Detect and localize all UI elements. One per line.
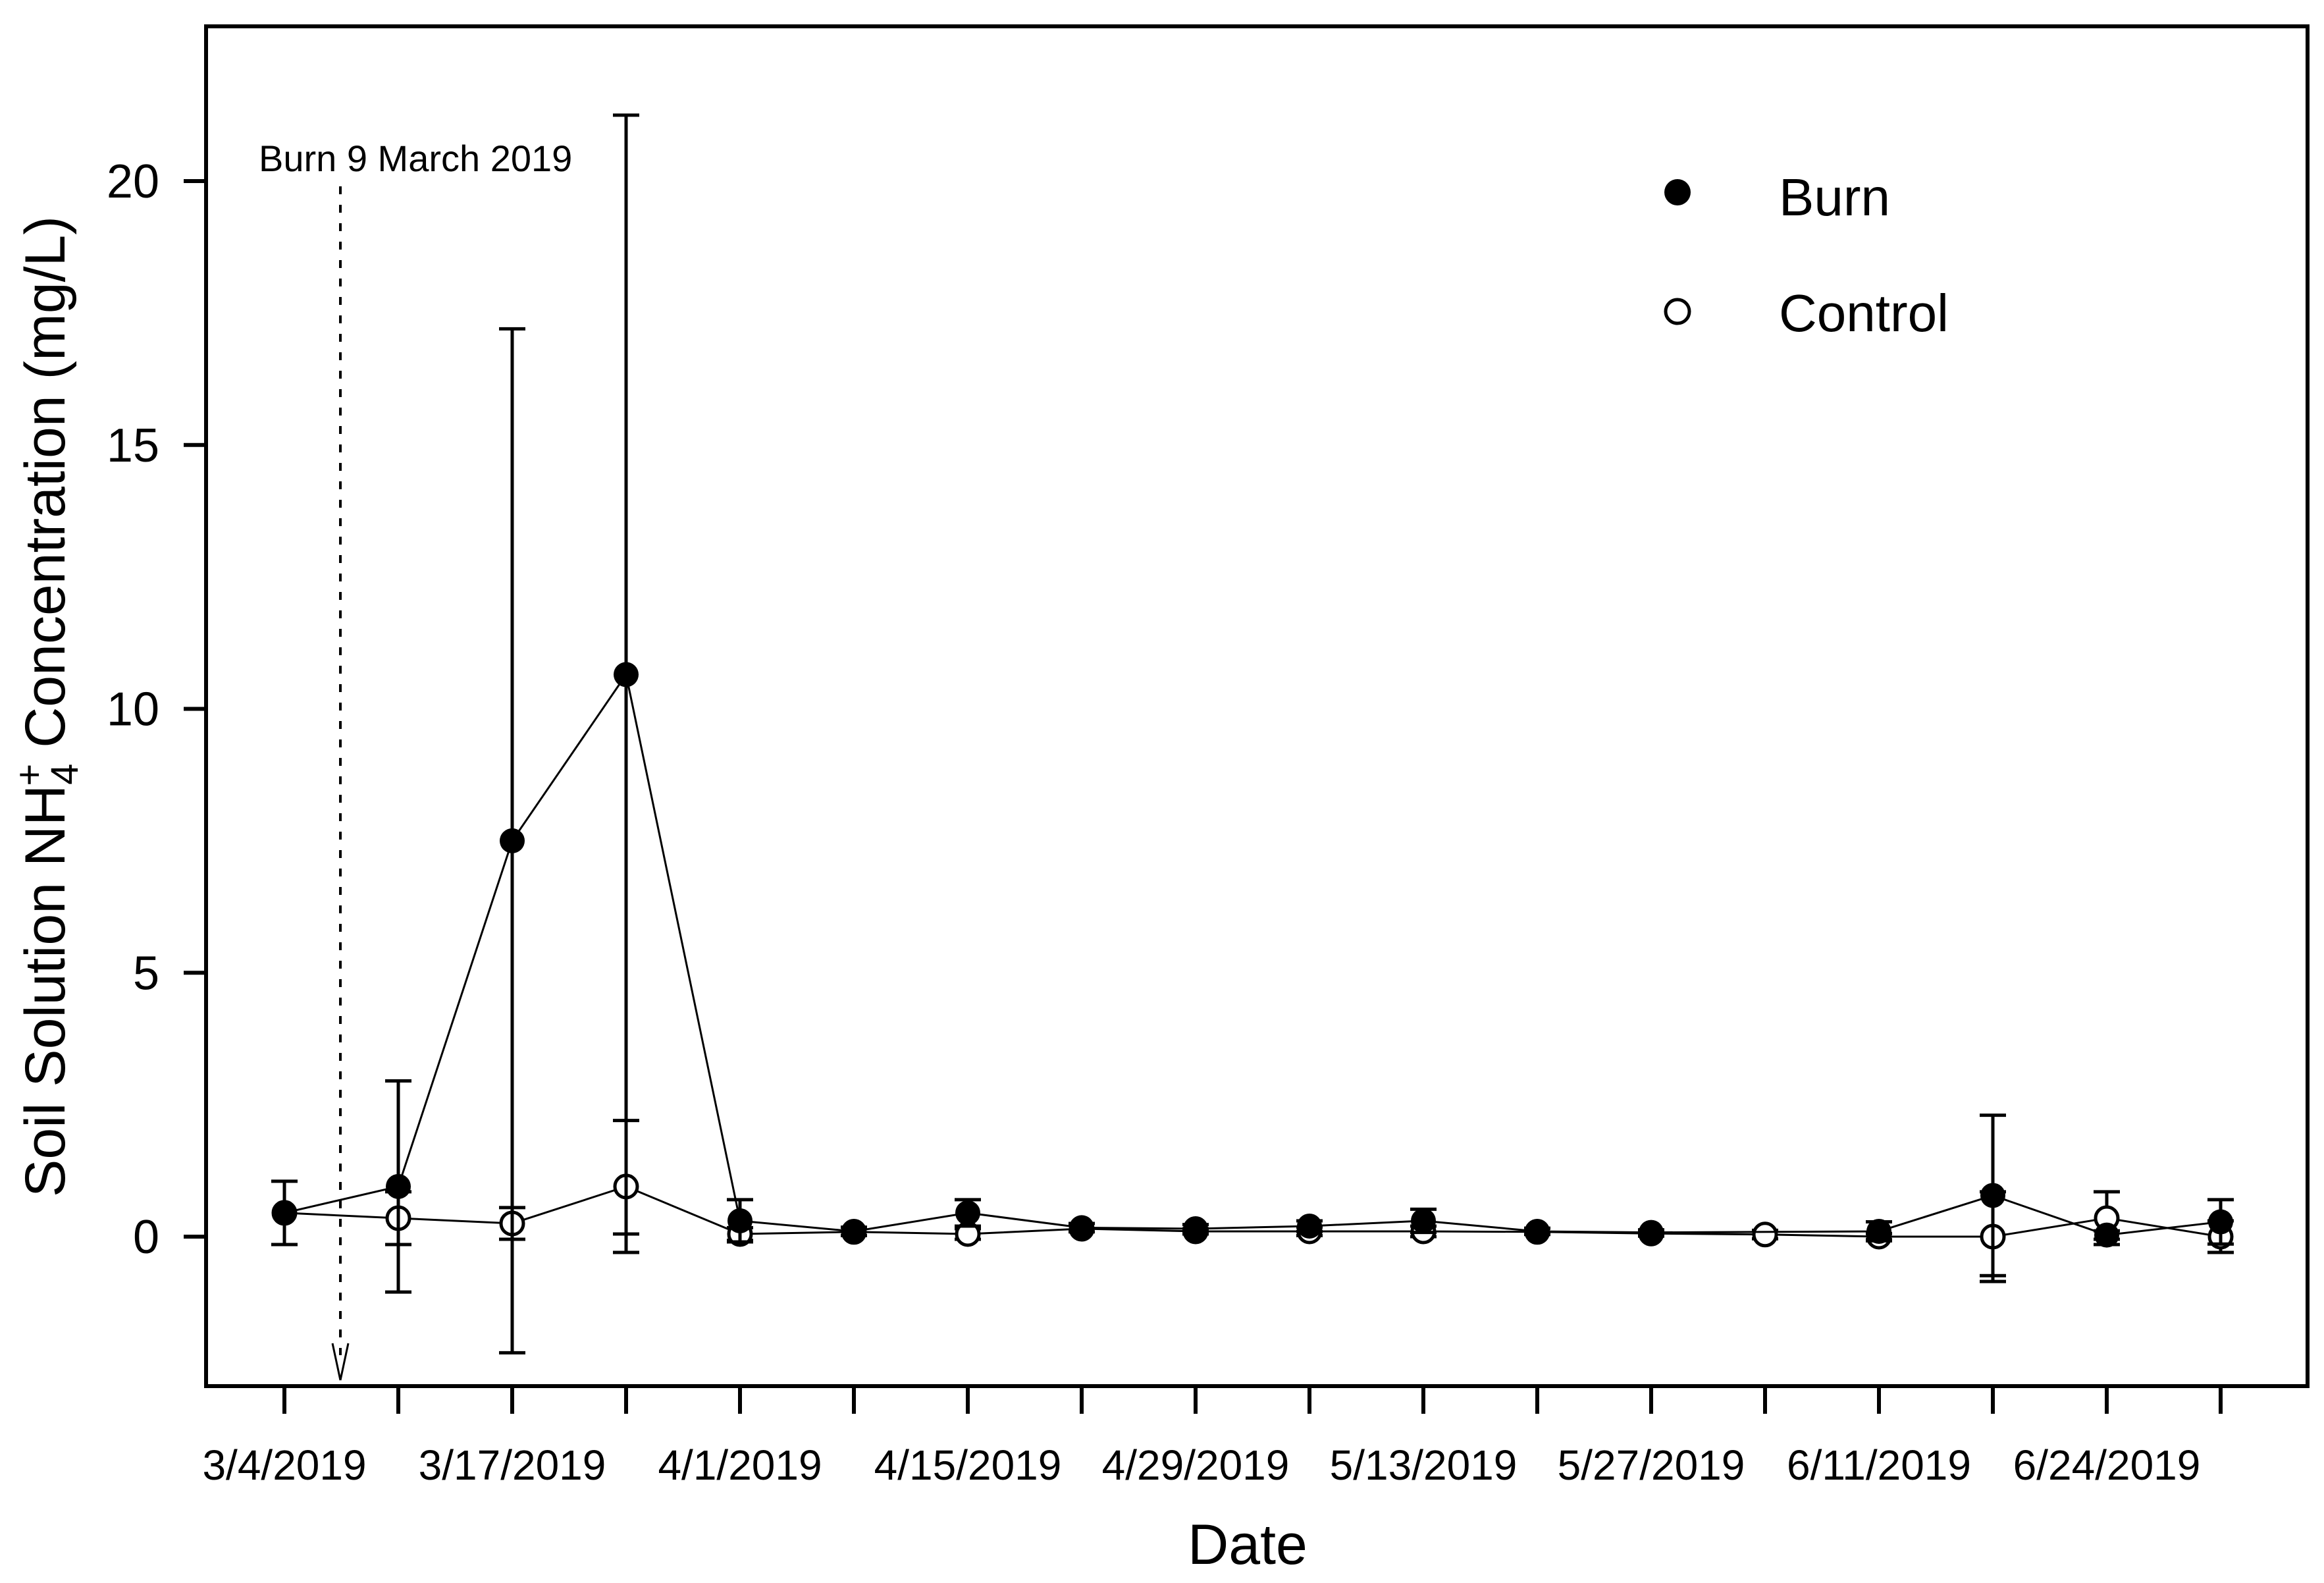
burn-data-point <box>727 1208 753 1233</box>
y-tick-label: 10 <box>107 684 159 736</box>
legend-control-label: Control <box>1779 284 1949 342</box>
burn-data-point <box>500 828 525 853</box>
legend-control-marker-icon <box>1664 298 1691 325</box>
burn-data-point <box>1069 1215 1094 1241</box>
annotation-burn-date: Burn 9 March 2019 <box>259 138 572 179</box>
plot-border <box>204 24 2310 1388</box>
x-tick-label: 6/11/2019 <box>1787 1441 1971 1489</box>
burn-data-point <box>1525 1218 1550 1244</box>
y-tick-label: 15 <box>107 419 159 472</box>
x-tick-label: 6/24/2019 <box>2013 1441 2201 1489</box>
burn-data-point <box>272 1200 297 1225</box>
y-tick-label: 5 <box>133 947 159 1000</box>
y-tick-label: 20 <box>107 155 159 208</box>
x-tick-label: 4/15/2019 <box>874 1441 1062 1489</box>
burn-data-point <box>614 662 639 687</box>
legend: Burn Control <box>1664 168 1949 342</box>
x-tick-label: 4/1/2019 <box>658 1441 822 1489</box>
y-tick-label: 0 <box>133 1211 159 1264</box>
x-tick-label: 4/29/2019 <box>1102 1441 1290 1489</box>
burn-data-point <box>1639 1220 1664 1245</box>
annotation-arrowhead <box>339 1343 350 1381</box>
burn-data-point <box>1411 1208 1436 1233</box>
series-line <box>284 672 2221 1237</box>
annotation-arrowhead <box>331 1343 342 1381</box>
burn-data-point <box>386 1173 411 1199</box>
x-tick-label: 5/13/2019 <box>1330 1441 1518 1489</box>
x-tick-label: 3/4/2019 <box>202 1441 366 1489</box>
y-axis-title: Soil Solution NH4+ Concentration (mg/L) <box>8 216 86 1197</box>
legend-burn-label: Burn <box>1779 168 1890 227</box>
burn-data-point <box>955 1200 980 1225</box>
burn-data-point <box>2208 1209 2233 1235</box>
burn-data-point <box>1980 1183 2005 1208</box>
burn-data-point <box>1297 1213 1322 1239</box>
burn-data-point <box>1183 1216 1208 1241</box>
x-tick-label: 3/17/2019 <box>419 1441 606 1489</box>
series-control-lines <box>284 1119 2234 1283</box>
burn-data-point <box>1866 1218 1891 1244</box>
series-burn-markers <box>272 662 2233 1248</box>
x-tick-label: 5/27/2019 <box>1558 1441 1745 1489</box>
burn-data-point <box>841 1218 866 1244</box>
control-data-point <box>1752 1221 1778 1248</box>
series-line <box>284 1185 2221 1238</box>
burn-data-point <box>2094 1222 2119 1248</box>
x-axis-title: Date <box>1188 1513 1307 1576</box>
legend-burn-marker-icon <box>1664 179 1691 205</box>
